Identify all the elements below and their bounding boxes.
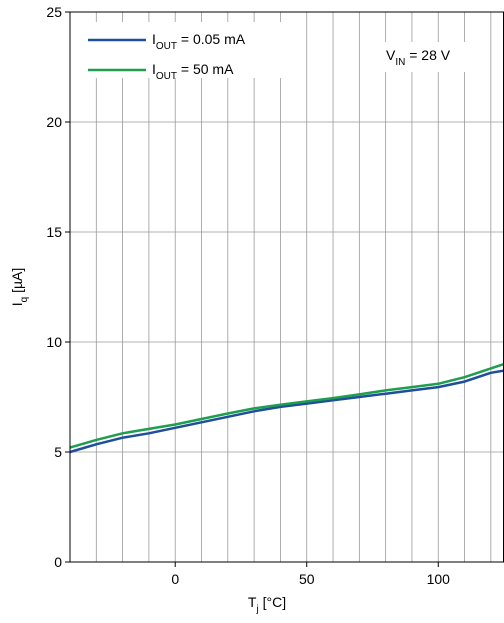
anno-suffix: = 28 V — [405, 47, 450, 63]
x-label-sub: j — [255, 604, 258, 615]
legend-main: I — [152, 31, 156, 47]
legend-sub: OUT — [156, 71, 177, 82]
y-tick-label: 15 — [46, 224, 62, 240]
y-tick-label: 20 — [46, 114, 62, 130]
x-label-main: T — [248, 594, 257, 610]
y-label-sub: q — [19, 297, 30, 303]
legend-suffix: = 0.05 mA — [177, 31, 246, 47]
legend-entry-iout-50ma: IOUT = 50 mA — [152, 61, 234, 82]
x-tick-label: 0 — [171, 571, 179, 587]
x-tick-label: 100 — [427, 571, 451, 587]
legend-entry-iout-005ma: IOUT = 0.05 mA — [152, 31, 246, 52]
y-label-main: I — [9, 302, 25, 306]
series-line-1 — [69, 362, 504, 449]
y-tick-label: 10 — [46, 334, 62, 350]
annotation-text: VIN = 28 V — [386, 47, 451, 68]
anno-sub: IN — [395, 57, 405, 68]
grid — [70, 12, 504, 562]
legend-suffix: = 50 mA — [177, 61, 234, 77]
y-axis-label: Iq [µA] — [9, 268, 30, 307]
legend-sub: OUT — [156, 41, 177, 52]
legend-background — [78, 22, 300, 78]
annotation-background — [380, 42, 490, 72]
series-lines — [69, 362, 504, 454]
y-tick-label: 25 — [46, 4, 62, 20]
x-tick-label: 50 — [299, 571, 315, 587]
legend-main: I — [152, 61, 156, 77]
anno-main: V — [386, 47, 396, 63]
legend: IOUT = 0.05 mA IOUT = 50 mA — [78, 22, 300, 82]
y-tick-label: 0 — [54, 554, 62, 570]
y-tick-label: 5 — [54, 444, 62, 460]
series-line-0 — [69, 369, 504, 454]
y-label-suffix: [µA] — [9, 268, 25, 297]
x-axis-label: Tj [°C] — [248, 594, 286, 615]
x-label-suffix: [°C] — [259, 594, 286, 610]
annotation-vin: VIN = 28 V — [380, 42, 490, 72]
axis-ticks: 0 5 10 15 20 25 0 50 100 — [46, 4, 450, 587]
